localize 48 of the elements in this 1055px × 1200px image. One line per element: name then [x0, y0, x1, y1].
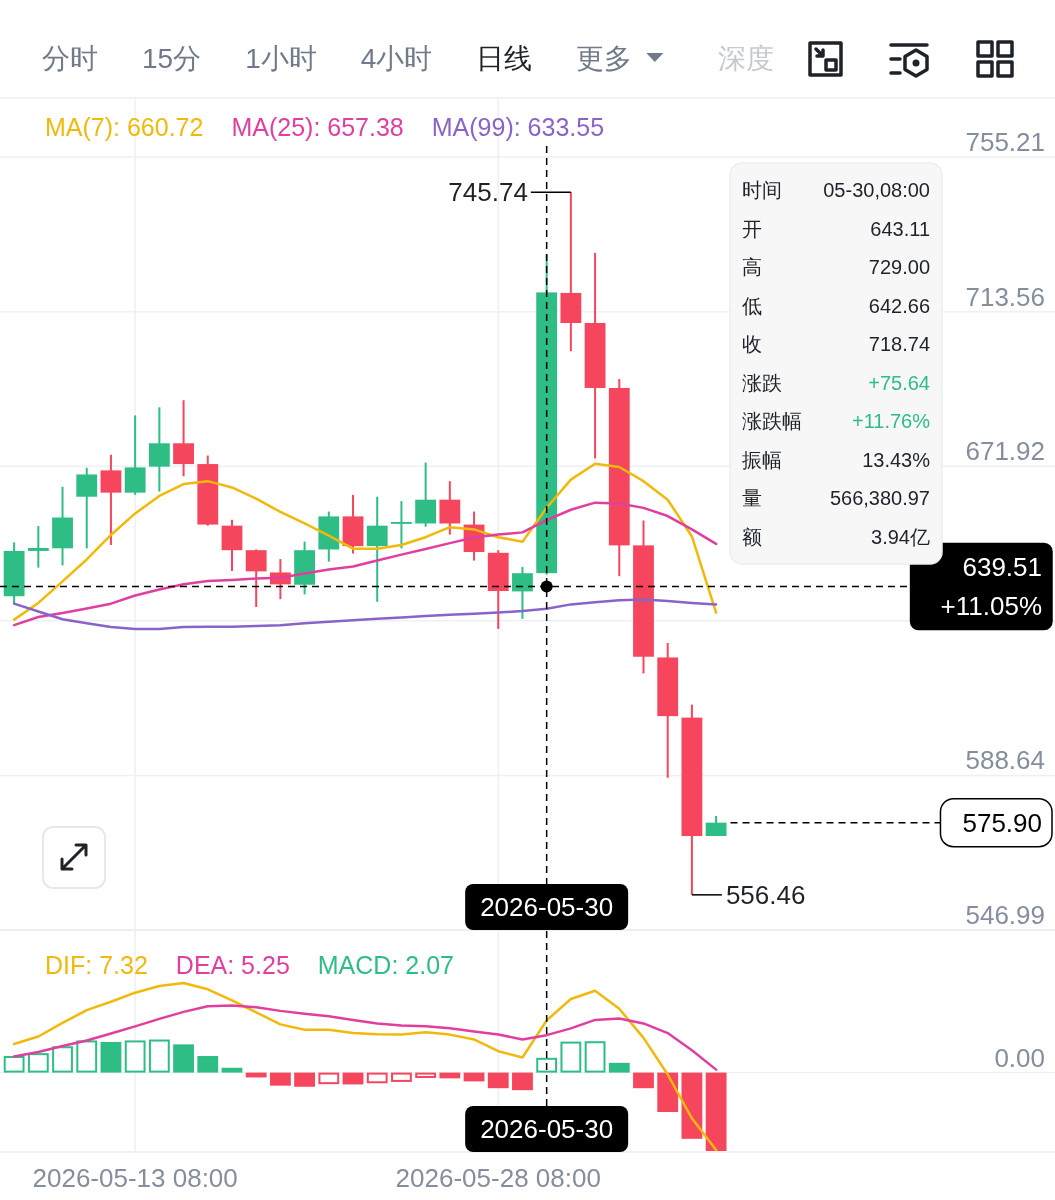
- tooltip-value: 05-30,08:00: [823, 179, 930, 202]
- annotation: 745.74: [448, 177, 528, 208]
- tooltip-label: 涨跌幅: [742, 410, 802, 433]
- tooltip-label: 额: [742, 525, 762, 548]
- tooltip-label: 涨跌: [742, 371, 782, 394]
- x-tick-label: 2026-05-13 08:00: [32, 1163, 238, 1193]
- tooltip-value: 729.00: [868, 256, 930, 279]
- price-tag: 2026-05-30: [465, 1106, 629, 1152]
- annotation: 556.46: [725, 879, 806, 910]
- tooltip-label: 收: [742, 333, 762, 356]
- annotation: +11.05%: [940, 591, 1042, 622]
- tab-label: 日线: [476, 42, 533, 74]
- x-tick-label: 2026-05-28 08:00: [395, 1163, 601, 1193]
- y-tick-label: 755.21: [965, 127, 1045, 157]
- price-tag: 575.90: [939, 797, 1053, 848]
- y-tick-label: 671.92: [965, 436, 1045, 467]
- tooltip-value: 642.66: [868, 294, 930, 317]
- tab-label: 1小时: [245, 42, 317, 74]
- legend: DIF: 7.32 DEA: 5.25 MACD: 2.07: [45, 951, 454, 979]
- tooltip-label: 开: [742, 217, 762, 240]
- tab-label: 4小时: [360, 42, 433, 74]
- tab-label: 更多: [576, 42, 633, 74]
- tooltip-value: 566,380.97: [829, 487, 930, 510]
- ref-line-label: 575.90: [962, 807, 1042, 838]
- tooltip-value: 13.43%: [862, 448, 930, 471]
- tab-label: 分时: [42, 42, 98, 74]
- tooltip-label: 时间: [742, 179, 782, 202]
- price-tag: 2026-05-30: [465, 884, 629, 930]
- y-tick-label: 713.56: [965, 281, 1045, 312]
- tooltip-label: 低: [742, 294, 762, 317]
- tab-label: 深度: [718, 42, 775, 74]
- y-tick-label: 546.99: [965, 900, 1045, 930]
- tooltip-value: 718.74: [868, 333, 930, 356]
- ref-line-label: 639.51: [962, 552, 1042, 583]
- annotation: 745.74: [448, 177, 572, 208]
- tooltip-label: 量: [742, 487, 762, 510]
- y-tick-label: 588.64: [965, 745, 1045, 776]
- tooltip-label: 振幅: [742, 448, 782, 471]
- tooltip-value: +11.76%: [851, 410, 930, 433]
- tooltip-value: +75.64: [868, 371, 930, 394]
- tooltip-label: 高: [742, 256, 762, 279]
- ref-line-label: 2026-05-30: [480, 1114, 614, 1144]
- ref-line-label: 2026-05-30: [480, 892, 614, 922]
- tooltip-value: 643.11: [870, 217, 930, 240]
- annotation: 556.46: [691, 879, 806, 910]
- legend: MA(7): 660.72 MA(25): 657.38 MA(99): 633.55: [45, 113, 605, 141]
- tab-label: 15分: [142, 42, 202, 74]
- axis-note: 0.00: [994, 1042, 1045, 1073]
